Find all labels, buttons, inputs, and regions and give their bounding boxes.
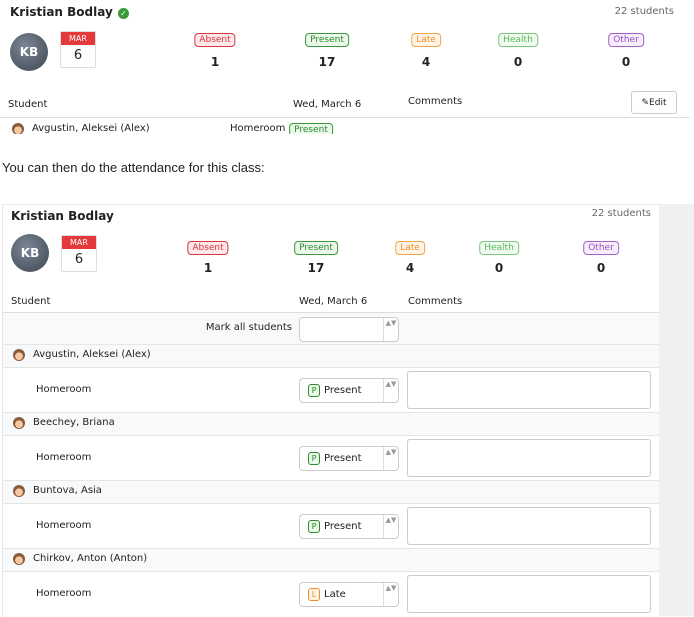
bottom-panel: Kristian Bodlay 22 students KB MAR 6 Absent 1 P… (2, 204, 659, 617)
class-name: Homeroom (36, 384, 92, 395)
calendar-day: 6 (73, 48, 83, 63)
select-arrows: ▲▼ (383, 583, 398, 606)
class-name: Homeroom (36, 588, 92, 599)
student-count: 22 students (591, 208, 651, 219)
status-text: Present (324, 521, 362, 532)
edit-icon: ✎ (641, 97, 650, 108)
student-name: Beechey, Briana (33, 417, 115, 428)
student-name: Chirkov, Anton (Anton) (33, 553, 148, 564)
student-name-row (3, 480, 659, 503)
status-badge: Absent (194, 33, 236, 47)
status-text: Present (324, 453, 362, 464)
column-date: Wed, March 6 (293, 99, 362, 110)
calendar: MAR 6 (61, 235, 97, 272)
teacher-name: Kristian Bodlay (10, 5, 113, 19)
calendar-day: 6 (74, 252, 84, 267)
select-arrows: ▲▼ (383, 379, 398, 402)
teacher-name: Kristian Bodlay (11, 209, 114, 223)
column-date: Wed, March 6 (299, 296, 368, 307)
select-arrows: ▲▼ (383, 318, 398, 341)
status-badge: Health (479, 241, 519, 255)
column-comments: Comments (408, 296, 463, 307)
student-name-row (3, 344, 659, 367)
student-face (12, 123, 24, 134)
student-name-row (3, 548, 659, 571)
status-letter: P (308, 520, 320, 533)
comment-box[interactable] (407, 575, 651, 613)
verified-icon: ✓ (118, 8, 129, 19)
student-face (13, 417, 25, 429)
avatar: KB (10, 33, 48, 71)
student-face (13, 349, 25, 361)
comment-box[interactable] (407, 507, 651, 545)
mark-all-select[interactable]: ▲▼ (299, 317, 399, 342)
status-badge: Late (395, 241, 425, 255)
calendar: MAR 6 (60, 31, 96, 68)
status-select[interactable]: P Present ▲▼ (299, 514, 399, 539)
divider (0, 117, 690, 118)
status-badge: Present (294, 241, 338, 255)
class-name: Homeroom (230, 123, 286, 134)
class-name: Homeroom (36, 520, 92, 531)
status-badge: Other (608, 33, 644, 47)
status-count: 0 (621, 55, 631, 69)
calendar-month: MAR (61, 32, 95, 45)
student-name-row (3, 412, 659, 435)
select-arrows: ▲▼ (383, 515, 398, 538)
status-count: 0 (596, 261, 606, 275)
student-detail-row (3, 367, 659, 413)
status-count: 1 (210, 55, 220, 69)
select-arrows: ▲▼ (383, 447, 398, 470)
top-panel: Kristian Bodlay 22 students KB MAR 6 Absent 1 P… (0, 0, 690, 134)
student-name: Avgustin, Aleksei (Alex) (32, 123, 150, 134)
student-face (13, 485, 25, 497)
status-letter: P (308, 384, 320, 397)
status-badge: Health (498, 33, 538, 47)
status-select[interactable]: P Present ▲▼ (299, 378, 399, 403)
class-name: Homeroom (36, 452, 92, 463)
status-letter: P (308, 452, 320, 465)
student-name: Avgustin, Aleksei (Alex) (33, 349, 151, 360)
column-student: Student (11, 296, 51, 307)
side-gutter (658, 204, 694, 616)
student-count: 22 students (614, 6, 674, 17)
status-count: 17 (318, 55, 336, 69)
student-name: Buntova, Asia (33, 485, 102, 496)
status-badge: Other (583, 241, 619, 255)
status-badge: Present (289, 123, 333, 134)
student-face (13, 553, 25, 565)
student-detail-row (3, 503, 659, 549)
status-badge: Late (411, 33, 441, 47)
avatar: KB (11, 234, 49, 272)
status-select[interactable]: P Present ▲▼ (299, 446, 399, 471)
status-badge: Absent (187, 241, 229, 255)
status-count: 4 (421, 55, 431, 69)
edit-label: Edit (649, 97, 667, 108)
status-select[interactable]: L Late ▲▼ (299, 582, 399, 607)
status-count: 0 (494, 261, 504, 275)
status-count: 4 (405, 261, 415, 275)
status-text: Late (324, 589, 346, 600)
column-comments: Comments (408, 96, 463, 107)
student-detail-row (3, 571, 659, 617)
status-count: 0 (513, 55, 523, 69)
status-letter: L (308, 588, 320, 601)
comment-box[interactable] (407, 371, 651, 409)
caption: You can then do the attendance for this … (2, 160, 265, 175)
status-count: 1 (203, 261, 213, 275)
divider (3, 312, 659, 313)
edit-button[interactable]: ✎ Edit (631, 91, 677, 114)
status-count: 17 (307, 261, 325, 275)
column-student: Student (8, 99, 48, 110)
comment-box[interactable] (407, 439, 651, 477)
student-detail-row (3, 435, 659, 481)
status-text: Present (324, 385, 362, 396)
mark-all-label: Mark all students (205, 322, 292, 333)
status-badge: Present (305, 33, 349, 47)
calendar-month: MAR (62, 236, 96, 249)
